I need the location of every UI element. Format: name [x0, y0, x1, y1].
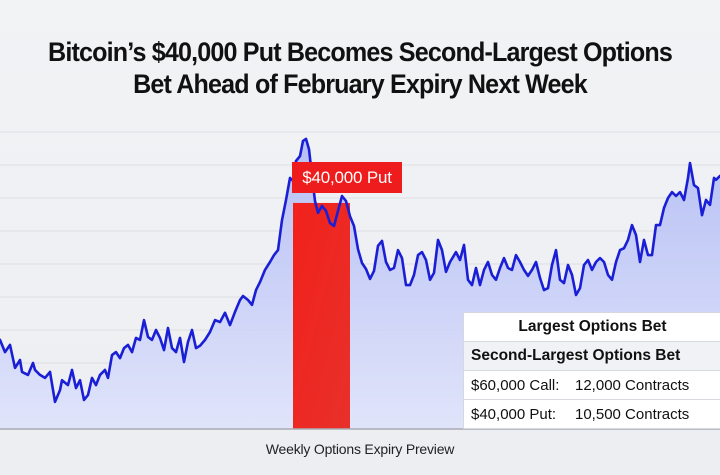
chart-title-line-1: Bitcoin’s $40,000 Put Becomes Second-Lar… — [48, 37, 673, 67]
chart-title: Bitcoin’s $40,000 Put Becomes Second-Lar… — [25, 36, 695, 100]
table-row: $60,000 Call: 12,000 Contracts — [464, 371, 720, 400]
table-row-label: $40,000 Put: — [471, 405, 557, 423]
table-row-value: 12,000 Contracts — [575, 376, 690, 394]
table-row-value: 10,500 Contracts — [575, 405, 690, 423]
price-line — [0, 137, 720, 404]
table-row-label: $60,000 Call: — [471, 376, 560, 394]
chart-title-line-2: Bet Ahead of February Expiry Next Week — [133, 69, 588, 99]
x-axis-label: Weekly Options Expiry Preview — [265, 441, 455, 457]
put-bar — [293, 202, 350, 429]
table-header: Largest Options Bet — [464, 313, 720, 342]
options-bet-table: Largest Options Bet Second-Largest Optio… — [463, 312, 720, 429]
table-subheader: Second-Largest Options Bet — [464, 342, 720, 371]
table-row: $40,000 Put: 10,500 Contracts — [464, 400, 720, 429]
put-annotation-label: $40,000 Put — [292, 162, 402, 193]
